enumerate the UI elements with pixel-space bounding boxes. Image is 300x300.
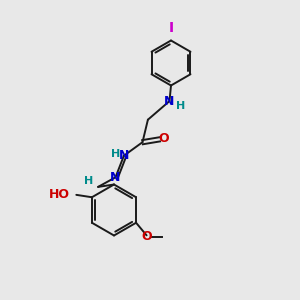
Text: H: H [111, 149, 120, 159]
Text: N: N [164, 94, 175, 108]
Text: O: O [159, 132, 170, 145]
Text: HO: HO [49, 188, 70, 201]
Text: H: H [84, 176, 93, 187]
Text: I: I [168, 20, 174, 34]
Text: N: N [110, 171, 121, 184]
Text: H: H [176, 101, 185, 112]
Text: O: O [142, 230, 152, 243]
Text: N: N [119, 149, 129, 162]
